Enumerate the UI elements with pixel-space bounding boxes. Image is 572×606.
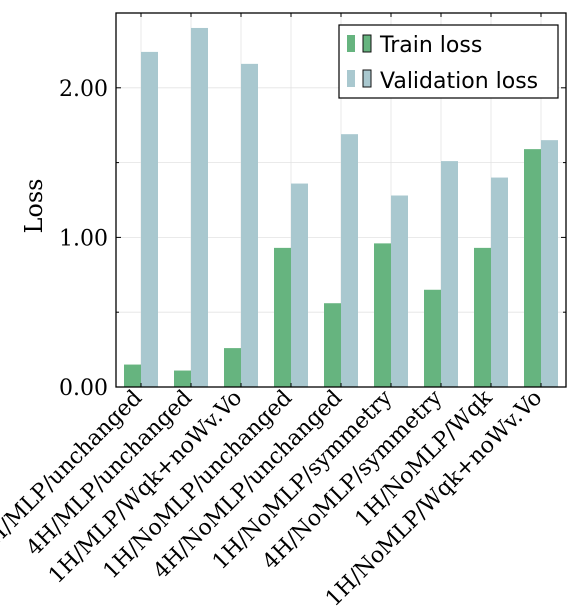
legend-train-swatch-b <box>362 34 372 53</box>
validation-loss-bar <box>391 195 408 387</box>
train-loss-bar <box>124 364 141 387</box>
train-loss-bar <box>474 247 491 387</box>
y-tick-label: 0.00 <box>59 376 108 401</box>
train-loss-bar <box>324 303 341 387</box>
y-axis-ticks: 0.00 1.00 2.00 <box>59 12 566 401</box>
validation-loss-bar <box>491 177 508 387</box>
y-tick-label: 2.00 <box>59 77 108 102</box>
x-axis-ticks: 1H/MLP/unchanged4H/MLP/unchanged1H/MLP/W… <box>0 13 547 606</box>
legend-box <box>338 24 559 99</box>
train-loss-bar <box>224 348 241 387</box>
validation-loss-bar <box>191 27 208 388</box>
validation-loss-bar <box>241 63 258 387</box>
legend-train-swatch-a <box>347 35 355 52</box>
y-axis-label: Loss <box>20 178 48 233</box>
train-loss-bar <box>174 370 191 387</box>
legend-val-swatch-b <box>362 69 372 88</box>
legend-validation-label: Validation loss <box>380 69 538 94</box>
train-loss-bar <box>374 243 391 387</box>
validation-loss-bar <box>291 183 308 387</box>
validation-loss-bar <box>441 161 458 387</box>
validation-loss-bar <box>141 51 158 388</box>
y-tick-label: 1.00 <box>59 226 108 251</box>
train-loss-bar <box>274 247 291 387</box>
legend: Train loss Validation loss <box>338 24 559 99</box>
bar-group <box>124 27 558 388</box>
legend-train-label: Train loss <box>379 33 482 58</box>
validation-loss-bar <box>341 134 358 387</box>
validation-loss-bar <box>541 140 558 387</box>
legend-val-swatch-a <box>347 70 355 87</box>
train-loss-bar <box>424 289 441 387</box>
train-loss-bar <box>524 149 541 387</box>
